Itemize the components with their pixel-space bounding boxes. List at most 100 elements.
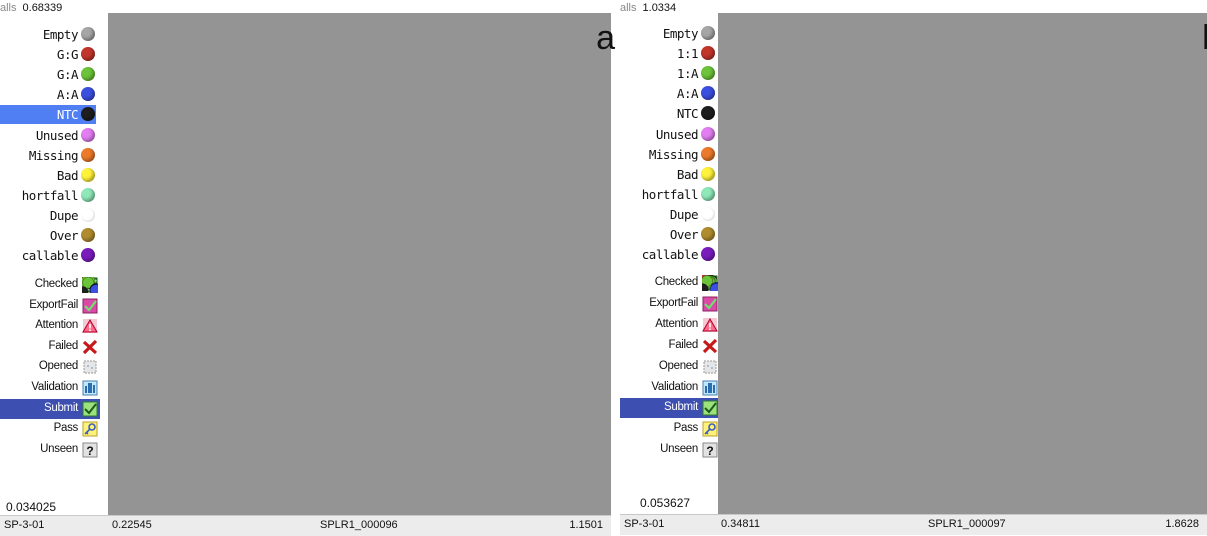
genotype-color-icon	[701, 247, 715, 262]
y-max-readout: alls 0.68339	[0, 2, 62, 14]
question-icon: ?	[82, 442, 98, 458]
status-item[interactable]: ExportFail	[620, 294, 720, 314]
status-label: Opened	[658, 359, 698, 372]
x-min-value: 0.22545	[112, 519, 152, 531]
genotype-label: A:A	[56, 87, 79, 103]
status-bar: SP-3-01 0.22545 SPLR1_000096 1.1501	[0, 515, 611, 536]
plate-id: SP-3-01	[624, 518, 665, 530]
green-check-icon	[696, 269, 724, 296]
status-label: Opened	[38, 360, 78, 373]
status-item[interactable]: Submit	[620, 398, 720, 419]
status-item[interactable]: Pass	[0, 419, 100, 439]
scatter-plot[interactable]: b	[718, 13, 1207, 514]
status-bar: SP-3-01 0.34811 SPLR1_000097 1.8628	[620, 514, 1207, 535]
genotype-item[interactable]: Empty	[0, 25, 96, 44]
submit-check-icon	[702, 400, 718, 416]
y-max-readout: alls 1.0334	[620, 2, 676, 14]
status-item[interactable]: ExportFail	[0, 296, 100, 316]
genotype-color-icon	[81, 27, 95, 41]
genotype-item[interactable]: callable	[620, 245, 716, 264]
genotype-item[interactable]: hortfall	[620, 185, 716, 204]
key-icon	[702, 421, 718, 437]
status-label: Checked	[654, 276, 699, 288]
genotype-item[interactable]: Dupe	[0, 206, 96, 225]
genotype-item[interactable]: NTC	[620, 104, 716, 123]
genotype-color-icon	[701, 46, 715, 61]
genotype-label: callable	[21, 248, 79, 264]
y-min-value: 0.053627	[640, 496, 691, 510]
status-label: Validation	[31, 381, 78, 393]
genotype-label: NTC	[676, 106, 699, 122]
genotype-label: A:A	[676, 86, 699, 102]
x-max-value: 1.8628	[1165, 518, 1199, 530]
genotype-color-icon	[81, 67, 95, 82]
genotype-item[interactable]: 1:1	[620, 44, 716, 63]
genotype-color-icon	[701, 126, 715, 141]
genotype-item[interactable]: NTC	[0, 105, 96, 125]
status-item[interactable]: Opened	[0, 357, 100, 377]
status-label: Attention	[655, 317, 698, 330]
status-label: ExportFail	[29, 298, 78, 311]
scatter-svg[interactable]	[718, 13, 1207, 514]
status-label: Submit	[664, 401, 698, 414]
status-item[interactable]: Validation	[620, 378, 720, 398]
status-label: Pass	[53, 422, 79, 435]
status-label: Validation	[651, 380, 698, 393]
pink-check-icon	[702, 296, 718, 312]
genotype-item[interactable]: Bad	[0, 166, 96, 185]
status-item[interactable]: Unseen?	[620, 440, 720, 460]
legend-sidebar: alls 0.68339 Empty G:G G:A A:A NTC Unused Missi…	[0, 0, 108, 535]
status-item[interactable]: Attention	[620, 315, 720, 335]
genotype-item[interactable]: A:A	[620, 84, 716, 103]
genotype-item[interactable]: Missing	[0, 146, 96, 165]
red-x-icon	[82, 339, 98, 355]
genotype-color-icon	[81, 187, 95, 202]
status-item[interactable]: Checked	[620, 269, 724, 296]
pink-check-icon	[82, 298, 98, 314]
genotype-label: Dupe	[669, 206, 699, 222]
status-item[interactable]: Submit	[0, 398, 100, 419]
genotype-item[interactable]: 1:A	[620, 64, 716, 83]
genotype-item[interactable]: Over	[620, 225, 716, 244]
genotype-item[interactable]: Dupe	[620, 205, 716, 224]
genotype-color-icon	[701, 146, 715, 161]
panel-b: alls 1.0334 Empty 1:1 1:A A:A NTC Unused Missin…	[620, 0, 1207, 535]
panel-letter: b	[1202, 19, 1207, 58]
status-label: Pass	[673, 422, 699, 435]
status-item[interactable]: Pass	[620, 419, 720, 439]
genotype-item[interactable]: Missing	[620, 145, 716, 164]
scatter-plot[interactable]: a	[108, 13, 615, 517]
genotype-item[interactable]: A:A	[0, 85, 96, 104]
status-item[interactable]: Unseen?	[0, 440, 100, 460]
status-item[interactable]: Attention	[0, 316, 100, 336]
genotype-item[interactable]: hortfall	[0, 186, 96, 205]
status-item[interactable]: Failed	[620, 336, 720, 356]
x-max-value: 1.1501	[569, 519, 603, 531]
genotype-item[interactable]: Unused	[0, 126, 96, 145]
genotype-color-icon	[81, 167, 95, 182]
genotype-label: hortfall	[21, 187, 79, 203]
submit-check-icon	[82, 401, 98, 417]
status-item[interactable]: Validation	[0, 378, 100, 398]
red-x-icon	[702, 338, 718, 354]
data-point[interactable]	[82, 276, 95, 289]
genotype-item[interactable]: G:A	[0, 65, 96, 84]
genotype-item[interactable]: callable	[0, 246, 96, 265]
status-item[interactable]: Failed	[0, 337, 100, 357]
genotype-item[interactable]: Over	[0, 226, 96, 245]
genotype-item[interactable]: Bad	[620, 165, 716, 184]
scatter-svg[interactable]	[108, 13, 611, 517]
genotype-item[interactable]: Empty	[620, 24, 716, 43]
legend-sidebar: alls 1.0334 Empty 1:1 1:A A:A NTC Unused Missin…	[620, 0, 728, 535]
genotype-label: G:G	[56, 47, 79, 63]
genotype-label: Dupe	[49, 207, 79, 223]
genotype-item[interactable]: Unused	[620, 125, 716, 144]
status-label: Unseen	[660, 443, 698, 456]
genotype-label: Bad	[676, 166, 699, 182]
status-item[interactable]: Checked	[0, 271, 103, 299]
status-label: Failed	[48, 339, 78, 352]
status-item[interactable]: Opened	[620, 357, 720, 377]
corner-label: alls	[0, 2, 17, 14]
genotype-color-icon	[81, 147, 95, 162]
genotype-item[interactable]: G:G	[0, 45, 96, 64]
